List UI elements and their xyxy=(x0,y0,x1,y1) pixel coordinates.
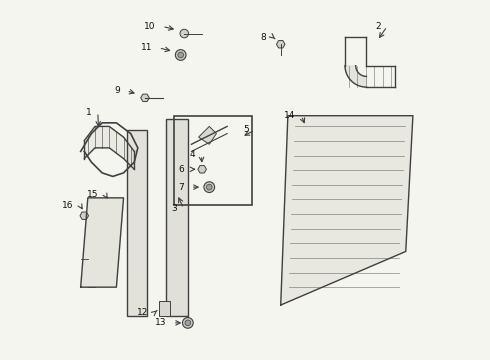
Text: 15: 15 xyxy=(87,190,98,199)
Circle shape xyxy=(175,50,186,60)
Circle shape xyxy=(178,52,184,58)
Circle shape xyxy=(182,318,193,328)
Text: 11: 11 xyxy=(141,43,152,52)
Polygon shape xyxy=(281,116,413,305)
Polygon shape xyxy=(276,41,285,48)
Text: 1: 1 xyxy=(86,108,92,117)
Circle shape xyxy=(180,29,189,38)
Text: 12: 12 xyxy=(137,308,148,317)
Text: 10: 10 xyxy=(144,22,156,31)
Bar xyxy=(173,116,252,205)
Text: 3: 3 xyxy=(172,204,177,213)
Polygon shape xyxy=(198,126,217,144)
Text: 2: 2 xyxy=(375,22,381,31)
Text: 9: 9 xyxy=(114,86,120,95)
Circle shape xyxy=(206,184,212,190)
Bar xyxy=(127,130,147,316)
Polygon shape xyxy=(198,166,206,173)
Text: 13: 13 xyxy=(155,318,167,327)
Polygon shape xyxy=(81,198,123,287)
Text: 6: 6 xyxy=(178,165,184,174)
Text: 14: 14 xyxy=(284,111,295,120)
Text: 16: 16 xyxy=(62,201,74,210)
Bar xyxy=(159,301,170,316)
Polygon shape xyxy=(345,66,367,87)
Text: 7: 7 xyxy=(178,183,184,192)
Circle shape xyxy=(204,182,215,193)
Polygon shape xyxy=(80,212,89,220)
Text: 4: 4 xyxy=(189,150,195,159)
Bar xyxy=(167,119,188,316)
Polygon shape xyxy=(141,94,149,102)
Circle shape xyxy=(185,320,191,326)
Text: 5: 5 xyxy=(243,126,248,135)
Text: 8: 8 xyxy=(261,33,267,42)
